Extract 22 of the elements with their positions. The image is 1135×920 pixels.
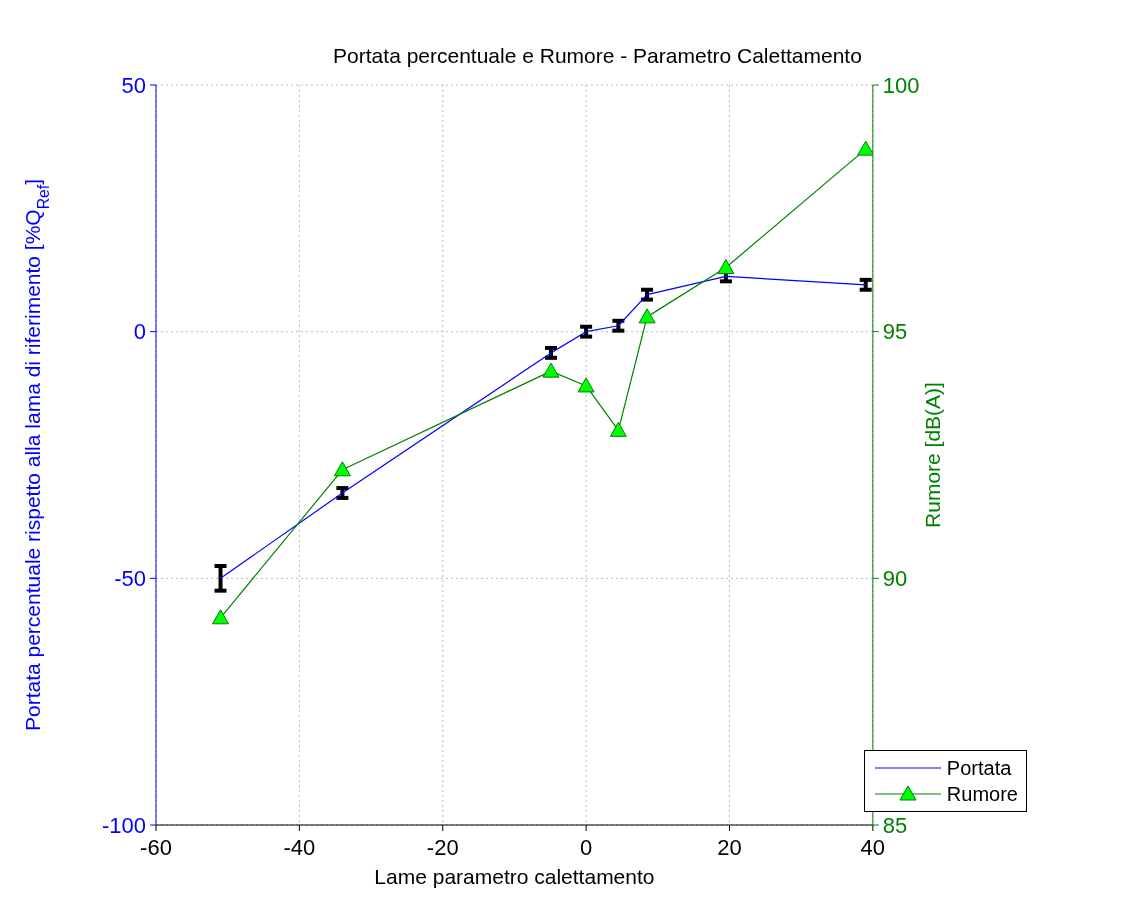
- x-tick-label: -40: [283, 834, 316, 860]
- y-tick-label: -50: [114, 566, 146, 592]
- y2-tick-label: 90: [882, 566, 908, 592]
- x-axis-title: Lame parametro calettamento: [374, 865, 655, 888]
- x-tick-label: -20: [426, 834, 459, 860]
- point: [333, 461, 351, 477]
- point: [542, 362, 560, 378]
- chart-title: Portata percentuale e Rumore - Parametro Calettamento: [333, 44, 862, 67]
- y2-axis-title: Rumore [dB(A)]: [920, 382, 944, 528]
- point: [857, 140, 873, 156]
- y2-tick-label: 95: [882, 319, 908, 345]
- legend-label: Rumore: [946, 782, 1018, 806]
- x-tick-label: 20: [717, 834, 742, 860]
- point: [577, 377, 595, 393]
- x-tick-label: 0: [579, 834, 593, 860]
- point: [212, 609, 230, 625]
- legend-label: Portata: [946, 756, 1012, 780]
- y2-tick-label: 100: [882, 72, 920, 98]
- point: [638, 308, 656, 324]
- y-tick-label: 0: [133, 319, 146, 345]
- y-tick-label: 50: [121, 72, 146, 98]
- point: [609, 421, 627, 437]
